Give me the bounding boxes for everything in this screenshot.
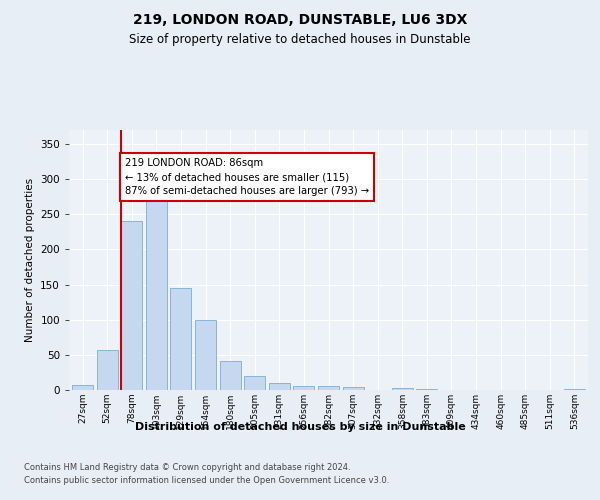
Text: Contains HM Land Registry data © Crown copyright and database right 2024.: Contains HM Land Registry data © Crown c… — [24, 462, 350, 471]
Bar — [121, 222, 142, 390]
Bar — [293, 386, 314, 390]
Bar — [564, 388, 585, 390]
Text: Size of property relative to detached houses in Dunstable: Size of property relative to detached ho… — [129, 32, 471, 46]
Bar — [72, 385, 93, 390]
Bar — [392, 388, 413, 390]
Y-axis label: Number of detached properties: Number of detached properties — [25, 178, 35, 342]
Text: Contains public sector information licensed under the Open Government Licence v3: Contains public sector information licen… — [24, 476, 389, 485]
Text: 219 LONDON ROAD: 86sqm
← 13% of detached houses are smaller (115)
87% of semi-de: 219 LONDON ROAD: 86sqm ← 13% of detached… — [125, 158, 369, 196]
Bar — [318, 386, 339, 390]
Bar — [343, 387, 364, 390]
Bar — [170, 288, 191, 390]
Bar — [269, 383, 290, 390]
Text: Distribution of detached houses by size in Dunstable: Distribution of detached houses by size … — [134, 422, 466, 432]
Bar — [220, 361, 241, 390]
Bar — [195, 320, 216, 390]
Text: 219, LONDON ROAD, DUNSTABLE, LU6 3DX: 219, LONDON ROAD, DUNSTABLE, LU6 3DX — [133, 12, 467, 26]
Bar — [244, 376, 265, 390]
Bar — [146, 186, 167, 390]
Bar — [97, 350, 118, 390]
Bar — [416, 388, 437, 390]
